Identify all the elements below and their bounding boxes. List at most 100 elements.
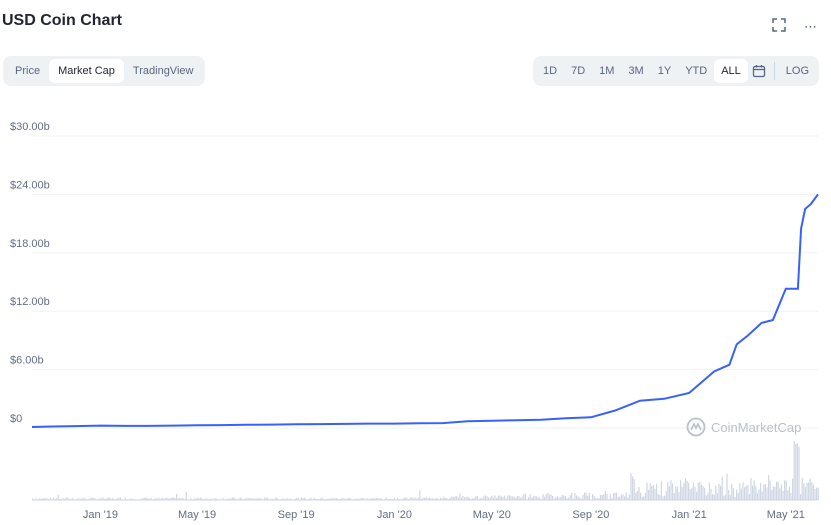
range-3m[interactable]: 3M — [628, 65, 644, 77]
tab-price[interactable]: Price — [15, 65, 41, 77]
volume-bar — [92, 497, 94, 500]
volume-bar — [468, 497, 470, 500]
volume-bar — [118, 497, 120, 500]
volume-bar — [454, 496, 456, 500]
volume-bar — [662, 496, 664, 500]
volume-bar — [592, 494, 594, 500]
volume-bar — [417, 497, 419, 500]
volume-bar — [660, 481, 662, 500]
volume-bar — [515, 498, 517, 500]
volume-bar — [676, 486, 678, 500]
range-1m[interactable]: 1M — [599, 65, 615, 77]
volume-bar — [475, 496, 477, 500]
volume-bar — [148, 498, 150, 500]
volume-bar — [550, 494, 552, 500]
volume-bar — [305, 498, 307, 500]
volume-bar — [609, 493, 611, 500]
volume-bar — [142, 498, 144, 500]
volume-bar — [348, 498, 350, 500]
volume-bar — [724, 494, 726, 500]
volume-bar — [699, 481, 701, 500]
volume-bar — [772, 486, 774, 500]
volume-bar — [641, 496, 643, 500]
volume-bar — [281, 498, 283, 500]
volume-bar — [294, 498, 296, 500]
volume-bar — [524, 493, 526, 500]
volume-bar — [193, 498, 195, 500]
volume-bar — [256, 498, 258, 500]
volume-bar — [792, 478, 794, 500]
x-tick-label: May '21 — [767, 509, 805, 521]
volume-bar — [532, 496, 534, 500]
range-1d[interactable]: 1D — [543, 65, 558, 77]
volume-bar — [380, 498, 382, 500]
volume-bar — [534, 495, 536, 500]
tab-market-cap[interactable]: Market Cap — [49, 59, 124, 83]
volume-bar — [616, 492, 618, 500]
volume-bar — [300, 497, 302, 500]
volume-bar — [313, 498, 315, 500]
volume-bar — [251, 498, 253, 500]
range-ytd[interactable]: YTD — [685, 65, 708, 77]
volume-bar — [600, 495, 602, 500]
volume-bar — [323, 498, 325, 500]
volume-bar — [196, 498, 198, 500]
volume-bar — [310, 497, 312, 500]
volume-bar — [435, 498, 437, 500]
volume-bar — [275, 497, 277, 500]
volume-bar — [449, 497, 451, 500]
volume-bar — [465, 497, 467, 500]
volume-bar — [72, 498, 74, 500]
volume-bar — [99, 498, 101, 500]
more-icon[interactable]: ⋯ — [804, 18, 817, 34]
volume-bar — [556, 496, 558, 500]
volume-bar — [755, 486, 757, 500]
volume-bar — [216, 498, 218, 500]
volume-bar — [664, 495, 666, 500]
log-scale-toggle[interactable]: LOG — [785, 65, 809, 77]
range-7d[interactable]: 7D — [571, 65, 586, 77]
volume-bar — [702, 485, 704, 500]
volume-bar — [691, 488, 693, 500]
volume-bar — [523, 494, 525, 500]
volume-bar — [732, 488, 734, 500]
volume-bar — [672, 483, 674, 500]
volume-bar — [131, 498, 133, 500]
volume-bar — [470, 498, 472, 500]
volume-bar — [638, 487, 640, 500]
volume-bar — [427, 498, 429, 500]
calendar-icon[interactable] — [748, 60, 770, 82]
volume-bar — [622, 494, 624, 500]
volume-bar — [467, 496, 469, 500]
volume-bar — [675, 486, 677, 500]
tab-tradingview[interactable]: TradingView — [132, 65, 194, 77]
y-tick-label: $18.00b — [10, 238, 50, 250]
range-all[interactable]: ALL — [714, 59, 748, 83]
expand-icon[interactable] — [772, 18, 786, 35]
x-tick-label: Jan '20 — [377, 509, 412, 521]
volume-bar — [721, 476, 723, 500]
x-tick-label: Sep '19 — [278, 509, 315, 521]
volume-bar — [369, 498, 371, 500]
volume-bar — [659, 495, 661, 500]
volume-bar — [440, 497, 442, 500]
volume-bar — [44, 498, 46, 500]
volume-bar — [737, 493, 739, 500]
volume-bar — [561, 495, 563, 500]
volume-bar — [190, 498, 192, 500]
volume-bar — [356, 498, 358, 500]
volume-bar — [276, 498, 278, 500]
volume-bar — [185, 492, 187, 500]
volume-bar — [804, 487, 806, 500]
volume-bar — [379, 498, 381, 500]
range-1y[interactable]: 1Y — [657, 65, 672, 77]
coinmarketcap-logo-icon — [686, 417, 706, 437]
volume-bar — [796, 443, 798, 500]
volume-bar — [332, 498, 334, 500]
volume-bar — [574, 493, 576, 500]
volume-bar — [411, 496, 413, 500]
volume-bar — [504, 495, 506, 500]
volume-bar — [451, 496, 453, 500]
volume-bar — [716, 493, 718, 500]
